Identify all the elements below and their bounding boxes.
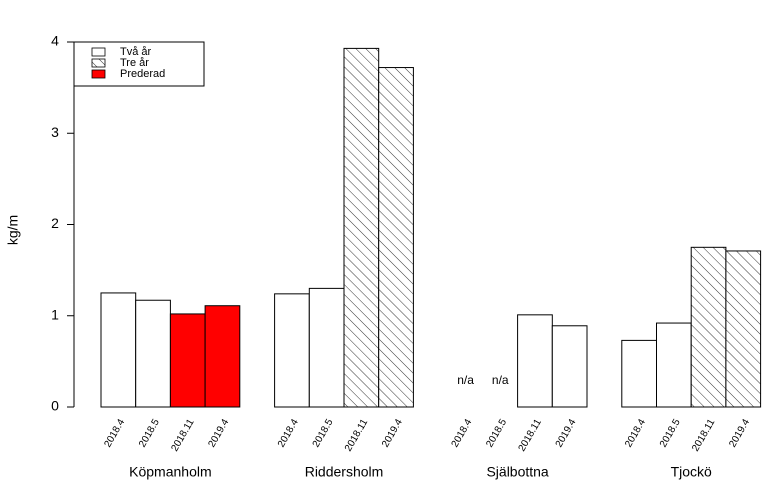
x-tick-label: 2018.5 — [484, 417, 509, 449]
bar — [100, 292, 137, 408]
y-tick-label: 4 — [51, 33, 59, 49]
x-tick-label: 2018.5 — [311, 417, 336, 449]
x-tick-label: 2019.4 — [727, 417, 752, 449]
x-tick-label: 2018.4 — [450, 417, 475, 449]
value-label: n/a — [492, 373, 509, 387]
x-tick-label: 2018.11 — [517, 417, 544, 454]
value-label: n/a — [457, 373, 474, 387]
bar — [169, 313, 206, 408]
bar — [517, 314, 553, 408]
x-tick-label: 2019.4 — [207, 417, 232, 449]
group-label: Själbottna — [486, 464, 548, 480]
bar — [551, 325, 588, 408]
group-label: Köpmanholm — [129, 464, 212, 480]
y-tick-label: 1 — [51, 306, 59, 322]
legend-swatch — [91, 69, 106, 79]
bar — [725, 250, 762, 408]
legend-swatch — [91, 47, 106, 57]
bar — [274, 293, 310, 408]
group-label: Tjockö — [671, 464, 712, 480]
x-tick-label: 2018.4 — [623, 417, 648, 449]
x-tick-label: 2018.4 — [102, 417, 127, 449]
bar — [656, 322, 692, 408]
x-tick-label: 2019.4 — [380, 417, 405, 449]
x-tick-label: 2018.4 — [276, 417, 301, 449]
legend-label: Två år — [120, 46, 152, 58]
bar — [343, 47, 380, 408]
bar — [135, 299, 171, 408]
y-tick-label: 0 — [51, 398, 59, 414]
x-tick-label: 2018.11 — [690, 417, 717, 454]
bar — [308, 287, 345, 408]
x-tick-label: 2018.5 — [658, 417, 683, 449]
legend-label: Tre år — [120, 57, 149, 69]
y-tick-label: 3 — [51, 124, 59, 140]
x-tick-label: 2018.11 — [343, 417, 370, 454]
x-tick-label: 2018.5 — [137, 417, 162, 449]
bar — [621, 339, 657, 408]
group-label: Riddersholm — [305, 464, 384, 480]
y-tick-label: 2 — [51, 215, 59, 231]
legend-swatch — [91, 58, 106, 68]
legend-label: Prederad — [120, 68, 165, 80]
bar — [690, 246, 727, 408]
bar — [204, 305, 241, 408]
x-tick-label: 2019.4 — [554, 417, 579, 449]
x-tick-label: 2018.11 — [169, 417, 196, 454]
y-axis-label: kg/m — [5, 215, 21, 245]
bar — [378, 67, 414, 408]
